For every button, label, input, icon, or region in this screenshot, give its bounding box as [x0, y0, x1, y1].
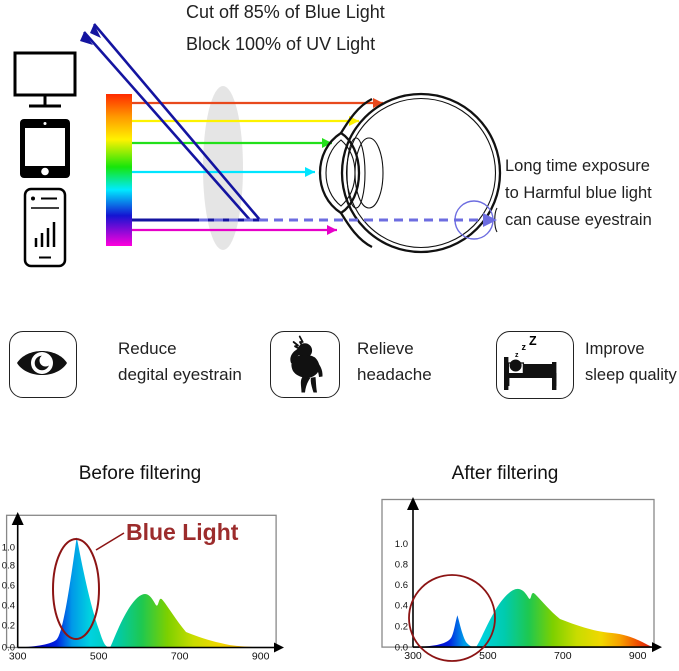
svg-text:0.2: 0.2: [2, 621, 15, 632]
svg-text:0.8: 0.8: [2, 561, 15, 572]
svg-text:0.8: 0.8: [395, 560, 408, 571]
svg-text:Blue Light: Blue Light: [126, 519, 239, 545]
svg-text:z: z: [515, 352, 519, 359]
svg-text:900: 900: [252, 651, 270, 663]
svg-text:700: 700: [554, 650, 572, 662]
svg-text:300: 300: [404, 650, 422, 662]
svg-text:900: 900: [629, 650, 647, 662]
svg-text:1.0: 1.0: [2, 543, 15, 554]
svg-text:0.6: 0.6: [395, 580, 408, 591]
svg-text:300: 300: [9, 651, 27, 663]
svg-text:z: z: [522, 342, 527, 352]
svg-text:0.2: 0.2: [395, 622, 408, 633]
svg-text:0.4: 0.4: [395, 601, 408, 612]
svg-text:1.0: 1.0: [395, 539, 408, 550]
svg-text:700: 700: [171, 651, 189, 663]
svg-text:0.6: 0.6: [2, 581, 15, 592]
svg-text:0.4: 0.4: [2, 601, 15, 612]
svg-text:500: 500: [479, 650, 497, 662]
svg-text:Z: Z: [529, 334, 537, 348]
svg-text:500: 500: [90, 651, 108, 663]
